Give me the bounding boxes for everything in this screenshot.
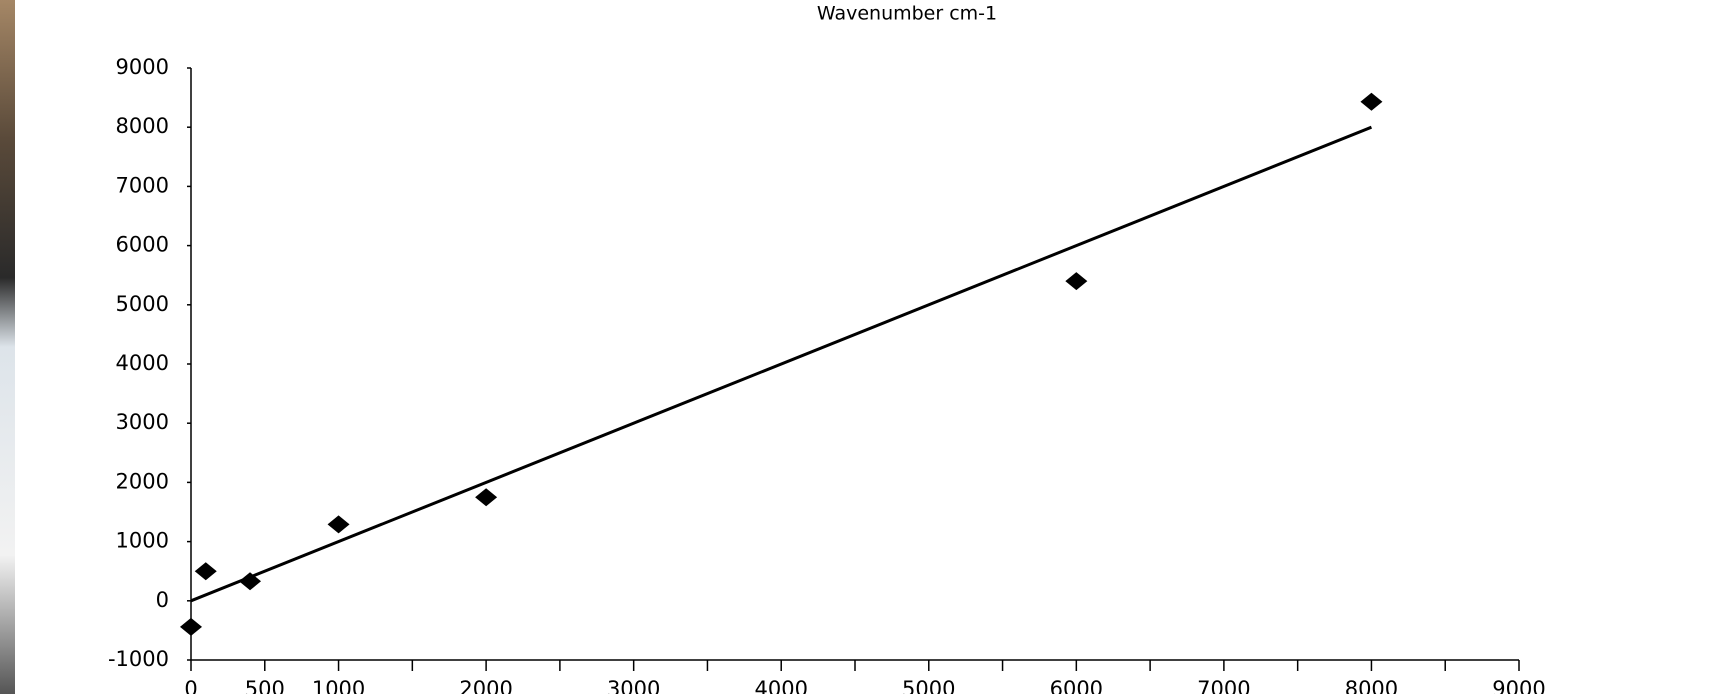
data-point — [195, 562, 217, 580]
y-tick-label: 0 — [156, 588, 169, 612]
x-tick-label: 8000 — [1345, 677, 1398, 694]
data-point — [1065, 272, 1087, 290]
x-tick-label: 7000 — [1197, 677, 1250, 694]
x-tick-label: 9000 — [1492, 677, 1545, 694]
x-tick-label: 6000 — [1050, 677, 1103, 694]
photo-edge — [0, 0, 15, 694]
trend-line — [191, 127, 1371, 601]
data-point — [328, 515, 350, 533]
y-tick-label: 8000 — [116, 114, 169, 138]
y-tick-label: 2000 — [116, 469, 169, 493]
y-tick-label: 3000 — [116, 410, 169, 434]
x-tick-label: 0 — [184, 677, 197, 694]
x-tick-label: 1000 — [312, 677, 365, 694]
chart-title: Wavenumber cm-1 — [817, 3, 997, 25]
x-tick-label: 5000 — [902, 677, 955, 694]
y-tick-label: 9000 — [116, 55, 169, 79]
y-tick-label: 4000 — [116, 351, 169, 375]
x-tick-label: 4000 — [754, 677, 807, 694]
y-tick-label: -1000 — [108, 647, 169, 671]
y-tick-label: 6000 — [116, 233, 169, 257]
y-tick-label: 5000 — [116, 292, 169, 316]
data-point — [1360, 93, 1382, 111]
data-point — [180, 618, 202, 636]
y-tick-label: 1000 — [116, 529, 169, 553]
data-point — [475, 488, 497, 506]
x-tick-label: 2000 — [459, 677, 512, 694]
chart: Wavenumber cm-1 -1000 0 1000 2000 3000 4000 50… — [0, 0, 1713, 694]
page: Wavenumber cm-1 -1000 0 1000 2000 3000 4000 50… — [0, 0, 1713, 694]
x-tick-label: 3000 — [607, 677, 660, 694]
x-tick-label: 500 — [245, 677, 285, 694]
y-tick-label: 7000 — [116, 173, 169, 197]
